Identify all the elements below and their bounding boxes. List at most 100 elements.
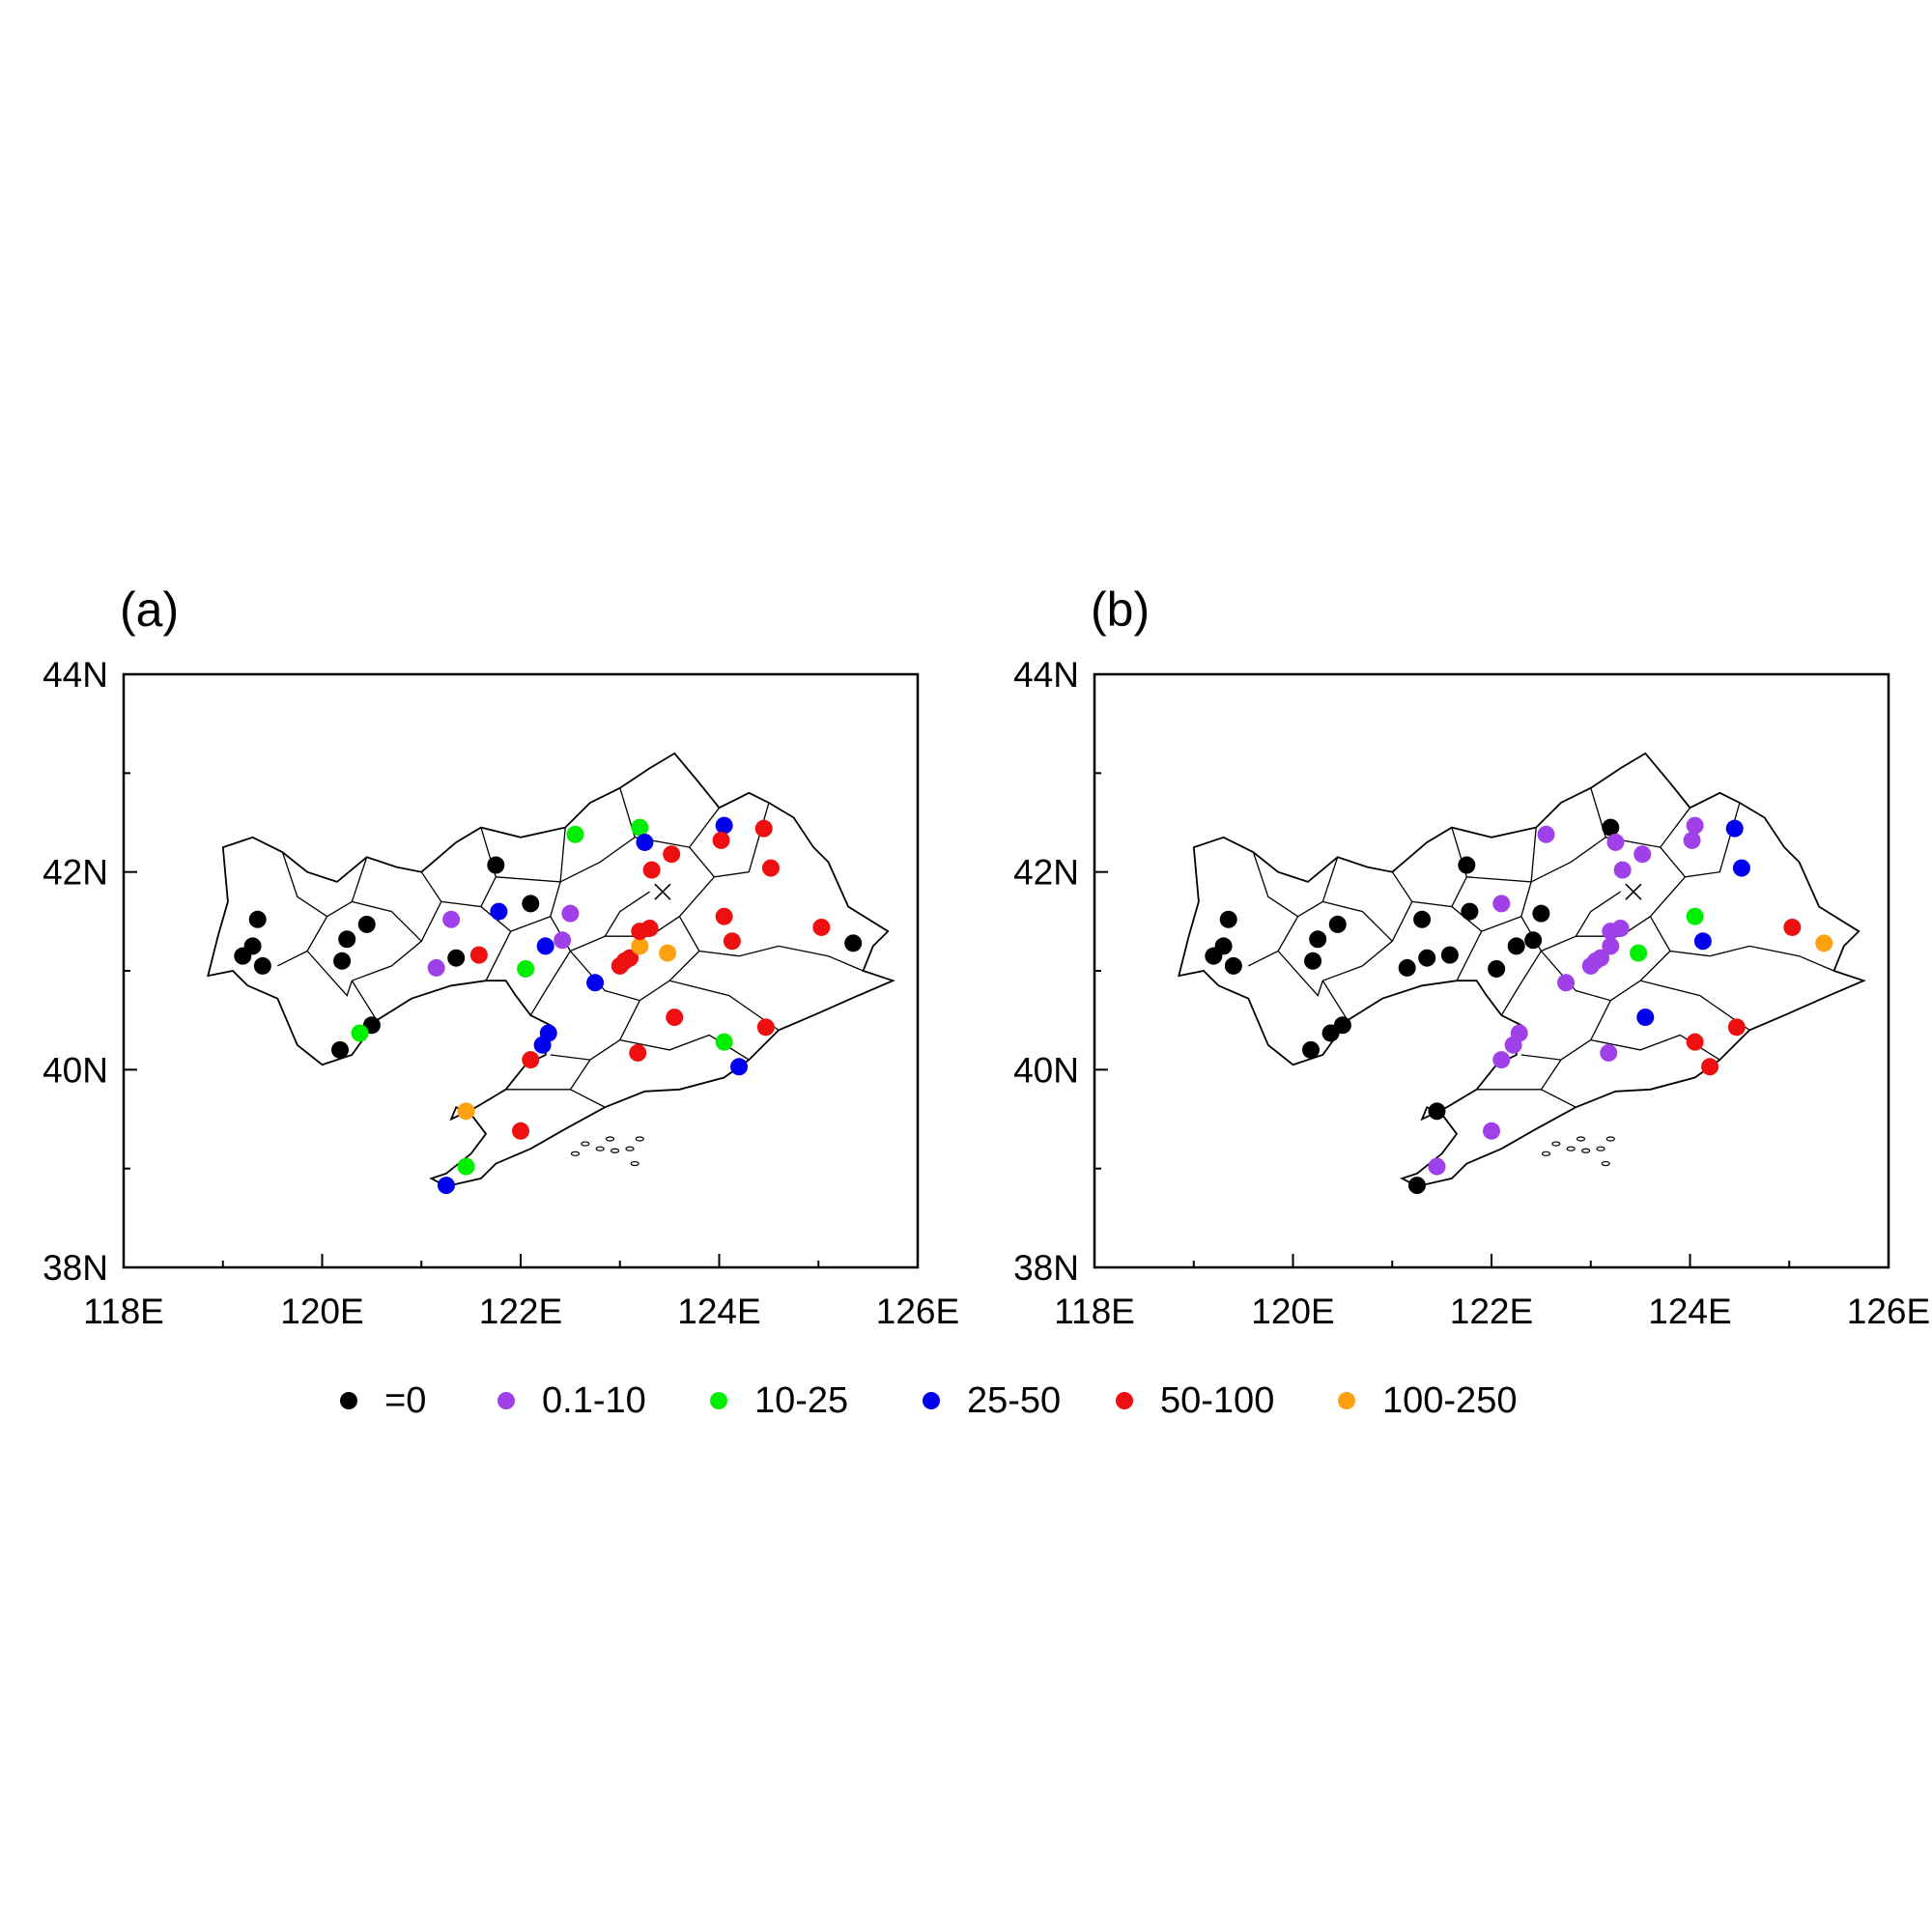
station-dot (1686, 1033, 1704, 1051)
station-dot (1634, 845, 1652, 864)
legend-item: 0.1-10 (497, 1372, 646, 1430)
station-dot (1701, 1058, 1719, 1076)
station-dot (621, 949, 639, 967)
prefecture-boundary (1639, 980, 1750, 1031)
panel-a: 118E 120E 122E 124E 126E 38N 40N 42N 44N (a) (43, 582, 959, 1331)
prefecture-boundary (1541, 891, 1621, 952)
station-dot (1328, 915, 1347, 933)
legend-item: 50-100 (1116, 1372, 1274, 1430)
station-dot (1602, 937, 1620, 955)
prefecture-boundary (1297, 857, 1339, 918)
station-dot (663, 845, 681, 864)
y-tick-label: 42N (1013, 853, 1079, 893)
legend-item: =0 (340, 1372, 426, 1430)
station-dot (631, 937, 649, 955)
x-tick-label: 126E (876, 1292, 959, 1331)
station-dot (351, 1024, 369, 1042)
station-dot (561, 904, 580, 923)
station-dot (1732, 859, 1750, 877)
station-dot (1686, 816, 1704, 835)
legend-label: 10-25 (754, 1379, 849, 1421)
station-dot (554, 931, 572, 950)
prefecture-boundary (485, 930, 512, 981)
prefecture-boundary (668, 980, 780, 1031)
y-tick-label: 38N (1013, 1248, 1079, 1288)
prefecture-boundary (1411, 827, 1467, 908)
x-tick-label: 124E (677, 1292, 760, 1331)
x-tick-label: 122E (1450, 1292, 1533, 1331)
station-dot (1301, 1040, 1320, 1059)
station-dot (1309, 930, 1327, 949)
station-dot (629, 1043, 647, 1062)
station-dot (427, 958, 445, 977)
station-dot (1727, 1018, 1746, 1037)
legend-label: 0.1-10 (542, 1379, 646, 1421)
island (1596, 1146, 1605, 1151)
station-dot (248, 910, 267, 928)
station-dot (447, 949, 466, 967)
x-tick-label: 126E (1847, 1292, 1930, 1331)
x-tick-label: 118E (83, 1292, 164, 1331)
station-dot (631, 818, 649, 837)
island (1605, 1136, 1615, 1142)
island (1541, 1151, 1551, 1156)
province-outline (1178, 752, 1866, 1188)
station-dot (1524, 931, 1543, 950)
station-dot (1636, 1009, 1655, 1027)
y-tick-label: 42N (43, 853, 108, 893)
station-dot (1418, 949, 1436, 967)
station-dot (253, 956, 271, 975)
legend-item: 100-250 (1338, 1372, 1517, 1430)
station-dot (1428, 1157, 1446, 1176)
legend-label: 100-250 (1382, 1379, 1518, 1421)
prefecture-boundary (1456, 930, 1483, 981)
station-dot (1683, 831, 1701, 849)
prefecture-boundary (440, 827, 497, 908)
prefecture-boundary (1541, 1089, 1577, 1108)
station-dot (512, 1122, 529, 1140)
station-dot (333, 952, 352, 970)
station-dot (533, 1036, 552, 1054)
station-dot (1440, 946, 1459, 964)
station-dot (330, 1040, 349, 1059)
station-dot (640, 919, 659, 937)
station-dot (1557, 974, 1576, 992)
island (1601, 1160, 1610, 1167)
station-dot (1492, 895, 1511, 913)
prefecture-boundary (570, 891, 650, 952)
station-dot (1488, 959, 1506, 978)
x-tick-label: 124E (1648, 1292, 1731, 1331)
prefecture-boundary (1530, 787, 1606, 883)
legend-label: 50-100 (1160, 1379, 1275, 1421)
prefecture-boundary (1576, 876, 1686, 937)
station-dot (1492, 1051, 1511, 1069)
cross-marker (1625, 883, 1642, 900)
prefecture-boundary (1321, 980, 1349, 1021)
station-dot (1592, 949, 1610, 967)
station-dot (666, 1009, 684, 1027)
station-dot (517, 959, 535, 978)
station-dot (754, 819, 773, 838)
station-dot (442, 910, 461, 928)
station-dot (1602, 818, 1620, 837)
legend-dot (1116, 1392, 1133, 1409)
station-dot (469, 946, 488, 964)
y-tick-label: 44N (1013, 655, 1079, 695)
station-dot (636, 833, 654, 851)
prefecture-boundary (529, 916, 572, 1016)
station-dot (1613, 861, 1632, 879)
legend-dot (923, 1392, 940, 1409)
station-dot (243, 937, 262, 955)
station-dot (730, 1058, 749, 1076)
station-dot (1606, 833, 1625, 851)
prefecture-boundary (327, 857, 368, 918)
island (625, 1146, 635, 1151)
station-dot (536, 937, 554, 955)
station-dot (1611, 919, 1630, 937)
x-tick-label: 122E (479, 1292, 562, 1331)
legend-dot (497, 1392, 515, 1409)
station-dot (566, 825, 584, 843)
y-tick-label: 44N (43, 655, 108, 695)
station-dot (1630, 944, 1648, 962)
station-dot (761, 859, 780, 877)
